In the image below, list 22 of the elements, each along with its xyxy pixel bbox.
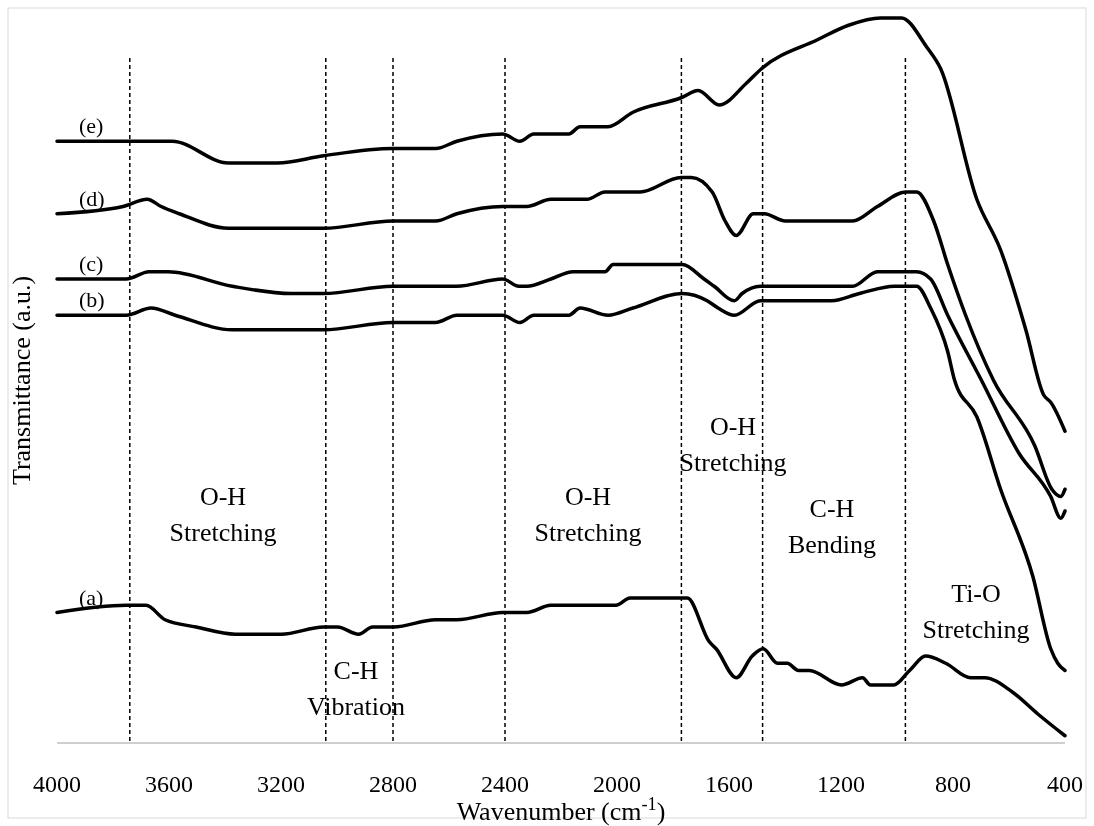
x-tick-label: 1600: [705, 771, 753, 797]
x-tick-label: 4000: [33, 771, 81, 797]
series-label: (e): [79, 113, 104, 139]
x-tick-label: 800: [935, 771, 971, 797]
series-label: (c): [79, 251, 104, 276]
x-tick-label: 400: [1047, 771, 1083, 797]
annotation: O-H Stretching: [679, 412, 787, 477]
y-axis-title: Transmittance (a.u.): [7, 275, 36, 486]
x-tick-label: 3200: [257, 771, 305, 797]
annotation: C-H Vibration: [306, 656, 406, 721]
x-tick-label: 2400: [481, 771, 529, 797]
x-tick-label: 2800: [369, 771, 417, 797]
x-tick-label: 1200: [817, 771, 865, 797]
series-label: (b): [79, 287, 105, 313]
annotation: O-H Stretching: [169, 482, 277, 547]
x-tick-label: 3600: [145, 771, 193, 797]
annotation: C-H Bending: [787, 494, 877, 559]
x-axis-title: Wavenumber (cm$^{-1}$): [456, 794, 666, 826]
annotation: Ti-O Stretching: [922, 579, 1030, 644]
annotation: O-H Stretching: [534, 482, 642, 547]
series-label: (d): [79, 185, 105, 211]
x-tick-label: 2000: [593, 771, 641, 797]
